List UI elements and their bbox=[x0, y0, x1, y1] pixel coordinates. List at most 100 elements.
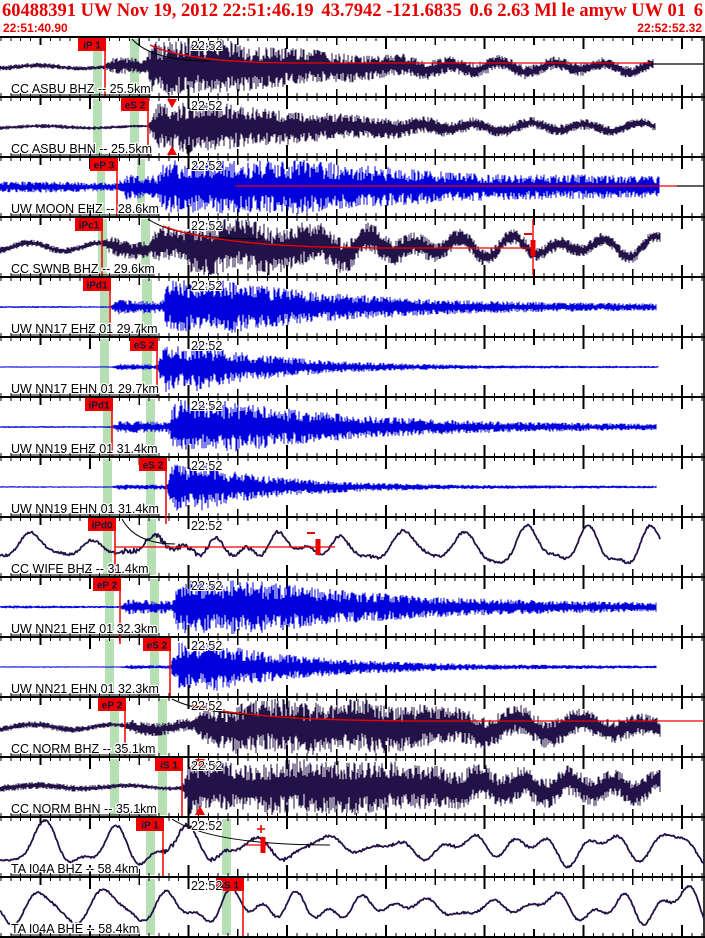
window-start-time: 22:51:40.90 bbox=[3, 21, 68, 35]
waveform-trace bbox=[0, 819, 705, 869]
station-label: CC SWNB BHZ -- 29.6km bbox=[11, 262, 155, 276]
trace-divider-lines bbox=[0, 35, 705, 938]
waveform-trace bbox=[0, 642, 657, 691]
phase-pick-label: iP 1 bbox=[141, 821, 159, 832]
minute-label: 22:52 bbox=[191, 699, 222, 713]
event-header: 60488391 UW Nov 19, 2012 22:51:46.19 43.… bbox=[0, 0, 705, 37]
station-label: UW NN19 EHZ 01 31.4km bbox=[11, 442, 158, 456]
waveform-trace bbox=[0, 464, 657, 511]
waveform-trace bbox=[0, 160, 660, 214]
phase-pick-label: iS 1 bbox=[221, 881, 239, 892]
phase-pick-label: eP 2 bbox=[97, 581, 118, 592]
phase-pick-flag[interactable]: eS 2 bbox=[130, 338, 158, 352]
phase-pick-flag[interactable]: iPd1 bbox=[85, 398, 113, 412]
minute-label: 22:52 bbox=[191, 279, 222, 293]
station-label: CC ASBU BHN -- 25.5km bbox=[11, 142, 152, 156]
phase-pick-label: eS 2 bbox=[147, 641, 168, 652]
station-label: TA I04A BHE -- 58.4km bbox=[11, 922, 139, 936]
coda-decay-curve bbox=[149, 44, 301, 64]
event-magnitude: 0.6 2.63 Ml le amyw UW 01 bbox=[469, 1, 686, 21]
station-label: UW NN17 EHN 01 29.7km bbox=[11, 382, 159, 396]
waveform-trace bbox=[0, 343, 659, 392]
waveform-trace bbox=[0, 219, 661, 275]
station-label: UW NN19 EHN 01 31.4km bbox=[11, 502, 159, 516]
coda-decay-curve bbox=[191, 704, 431, 722]
minute-label: 22:52 bbox=[191, 99, 222, 113]
amplitude-pick-bar[interactable] bbox=[530, 240, 536, 256]
predicted-arrival-band bbox=[146, 819, 155, 875]
coda-decay-curve bbox=[171, 698, 311, 718]
minute-label: 22:52 bbox=[191, 219, 222, 233]
predicted-arrival-band bbox=[93, 99, 102, 155]
minute-label: 22:52 bbox=[191, 39, 222, 53]
phase-pick-flag[interactable]: eS 2 bbox=[121, 98, 149, 112]
window-time-range: 22:51:40.90 22:52:52.32 bbox=[0, 22, 705, 35]
waveform-trace bbox=[0, 523, 661, 565]
station-label: CC ASBU BHZ -- 25.5km bbox=[11, 82, 151, 96]
triangle-up-marker bbox=[195, 806, 205, 815]
phase-pick-flag[interactable]: eP 2 bbox=[93, 578, 121, 592]
phase-pick-label: iPd1 bbox=[88, 401, 110, 412]
phase-pick-flag[interactable]: eS 2 bbox=[139, 458, 167, 472]
event-id-time: 60488391 UW Nov 19, 2012 22:51:46.19 bbox=[2, 1, 314, 21]
minute-label: 22:52 bbox=[191, 579, 222, 593]
event-location: 43.7942 -121.6835 bbox=[321, 1, 462, 21]
phase-pick-label: iPc1 bbox=[79, 221, 100, 232]
station-label: CC WIFE BHZ -- 31.4km bbox=[11, 562, 149, 576]
plus-marker bbox=[257, 825, 265, 833]
event-trailing-count: 6 bbox=[693, 1, 703, 21]
station-label: UW NN21 EHZ 01 32.3km bbox=[11, 622, 158, 636]
phase-pick-flag[interactable]: iPd1 bbox=[83, 278, 111, 292]
amplitude-pick-bar[interactable] bbox=[260, 837, 266, 853]
phase-pick-flag[interactable]: iPc1 bbox=[75, 218, 103, 232]
phase-pick-label: eP 2 bbox=[102, 701, 123, 712]
phase-pick-flag[interactable]: iP 1 bbox=[136, 818, 164, 832]
station-label: CC NORM BHZ -- 35.1km bbox=[11, 742, 155, 756]
coda-decay-curve bbox=[162, 225, 391, 249]
phase-pick-flag[interactable]: eS 2 bbox=[143, 638, 171, 652]
phase-pick-label: iP 1 bbox=[83, 41, 101, 52]
predicted-arrival-band bbox=[103, 519, 112, 575]
amplitude-pick-bar[interactable] bbox=[315, 539, 321, 555]
minute-label: 22:52 bbox=[191, 759, 222, 773]
predicted-arrival-band bbox=[222, 879, 231, 935]
minute-label: 22:52 bbox=[191, 339, 222, 353]
phase-pick-label: iPd0 bbox=[91, 521, 113, 532]
phase-pick-flag[interactable]: eP 2 bbox=[98, 698, 126, 712]
phase-pick-flag[interactable]: iPd0 bbox=[88, 518, 116, 532]
waveform-trace bbox=[0, 580, 657, 634]
five-second-ticks bbox=[39, 37, 634, 937]
phase-pick-label: eP 3 bbox=[94, 161, 115, 172]
waveform-trace bbox=[0, 699, 661, 755]
station-label: UW MOON EHZ -- 28.6km bbox=[11, 202, 159, 216]
minute-label: 22:52 bbox=[191, 399, 222, 413]
coda-decay-curve bbox=[121, 518, 176, 545]
predicted-arrival-band bbox=[222, 819, 231, 875]
station-label: TA I04A BHZ -- 58.4km bbox=[11, 862, 139, 876]
triangle-down-marker bbox=[167, 99, 177, 108]
coda-decay-curve bbox=[131, 38, 211, 62]
triangle-down-marker bbox=[195, 759, 205, 768]
phase-pick-label: eS 2 bbox=[125, 101, 146, 112]
phase-pick-label: eS 2 bbox=[143, 461, 164, 472]
coda-decay-curve bbox=[171, 818, 331, 846]
waveform-trace bbox=[0, 39, 654, 95]
phase-pick-flag[interactable]: iP 1 bbox=[78, 38, 106, 52]
minute-label: 22:52 bbox=[191, 819, 222, 833]
phase-pick-flag[interactable]: iS 1 bbox=[216, 878, 244, 892]
waveform-trace bbox=[0, 400, 657, 452]
phase-pick-flag[interactable]: iS 1 bbox=[155, 758, 183, 772]
minute-label: 22:52 bbox=[191, 879, 222, 893]
minute-label: 22:52 bbox=[191, 459, 222, 473]
waveform-trace bbox=[0, 885, 705, 927]
event-summary-line: 60488391 UW Nov 19, 2012 22:51:46.19 43.… bbox=[0, 0, 705, 22]
station-label: UW NN21 EHN 01 32.3km bbox=[11, 682, 159, 696]
minute-label: 22:52 bbox=[191, 159, 222, 173]
station-label: CC NORM BHN -- 35.1km bbox=[11, 802, 157, 816]
triangle-up-marker bbox=[167, 146, 177, 155]
phase-pick-flag[interactable]: eP 3 bbox=[90, 158, 118, 172]
waveform-trace bbox=[0, 759, 661, 815]
waveform-trace bbox=[0, 101, 656, 154]
